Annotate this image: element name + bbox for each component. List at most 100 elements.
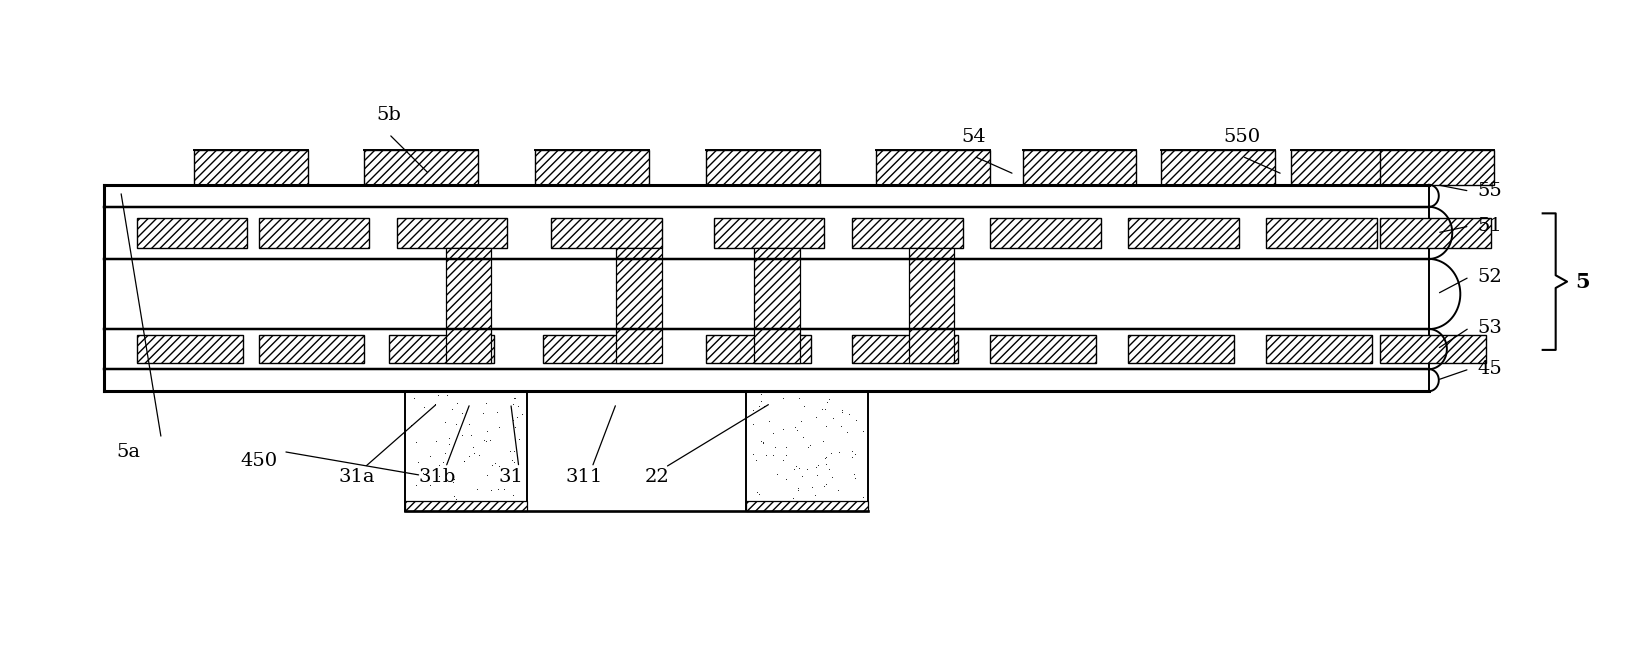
Point (1111, 262, 1137, 272)
Point (159, 371, 185, 382)
Point (462, 379, 488, 389)
Point (838, 261, 864, 271)
Point (700, 193, 726, 203)
Point (1288, 271, 1314, 282)
Point (508, 262, 534, 272)
Point (865, 304, 892, 314)
Point (1362, 376, 1388, 386)
Point (1283, 382, 1310, 392)
Point (123, 291, 149, 301)
Point (502, 393, 528, 403)
Point (1141, 189, 1167, 199)
Point (752, 184, 779, 194)
Point (226, 276, 252, 287)
Point (423, 186, 449, 197)
Point (215, 195, 241, 206)
Point (1311, 255, 1337, 265)
Point (579, 384, 605, 395)
Bar (364, 150, 479, 185)
Point (875, 258, 901, 268)
Point (1254, 384, 1280, 395)
Point (813, 479, 839, 489)
Point (459, 373, 485, 384)
Point (1355, 295, 1382, 306)
Point (585, 300, 611, 311)
Point (116, 374, 143, 384)
Point (857, 287, 883, 297)
Point (1224, 181, 1251, 191)
Point (249, 190, 275, 200)
Point (697, 195, 723, 205)
Point (146, 315, 172, 326)
Point (905, 271, 931, 281)
Point (1126, 286, 1152, 296)
Point (1164, 278, 1190, 289)
Point (110, 369, 136, 379)
Point (533, 260, 559, 271)
Point (697, 310, 723, 321)
Point (287, 273, 313, 284)
Point (344, 376, 370, 387)
Point (565, 295, 592, 306)
Point (888, 291, 915, 301)
Point (333, 263, 359, 274)
Point (1062, 379, 1088, 389)
Point (1339, 322, 1365, 332)
Point (721, 256, 747, 267)
Point (1324, 382, 1351, 392)
Point (1236, 370, 1262, 380)
Point (1206, 260, 1233, 270)
Point (518, 375, 544, 386)
Point (234, 284, 261, 294)
Bar (1267, 335, 1372, 363)
Point (384, 291, 410, 301)
Point (1331, 256, 1357, 266)
Point (764, 469, 790, 479)
Point (839, 182, 865, 192)
Point (990, 308, 1016, 319)
Point (933, 280, 959, 291)
Point (259, 321, 285, 332)
Point (297, 188, 323, 198)
Point (1162, 182, 1188, 193)
Point (849, 383, 875, 393)
Point (1074, 304, 1100, 315)
Point (741, 373, 767, 384)
Point (539, 371, 565, 382)
Point (202, 291, 228, 302)
Point (821, 369, 847, 380)
Point (1355, 289, 1382, 300)
Point (1059, 291, 1085, 301)
Point (193, 299, 220, 310)
Point (903, 260, 929, 270)
Point (203, 259, 229, 269)
Point (583, 371, 610, 381)
Point (434, 389, 461, 400)
Point (760, 376, 787, 387)
Point (431, 291, 457, 301)
Point (872, 188, 898, 198)
Point (1075, 194, 1101, 204)
Point (490, 276, 516, 287)
Point (267, 270, 293, 280)
Point (1015, 287, 1041, 297)
Point (488, 288, 515, 299)
Point (477, 295, 503, 306)
Point (429, 457, 456, 467)
Point (1001, 377, 1028, 387)
Point (901, 184, 928, 195)
Point (806, 269, 833, 280)
Point (928, 322, 954, 332)
Point (472, 397, 498, 408)
Point (129, 194, 156, 204)
Point (721, 297, 747, 307)
Point (1214, 295, 1241, 305)
Point (439, 295, 465, 305)
Point (1139, 309, 1165, 319)
Point (439, 369, 465, 379)
Point (600, 269, 626, 279)
Point (141, 307, 167, 317)
Point (810, 368, 836, 378)
Point (287, 378, 313, 389)
Point (957, 262, 983, 272)
